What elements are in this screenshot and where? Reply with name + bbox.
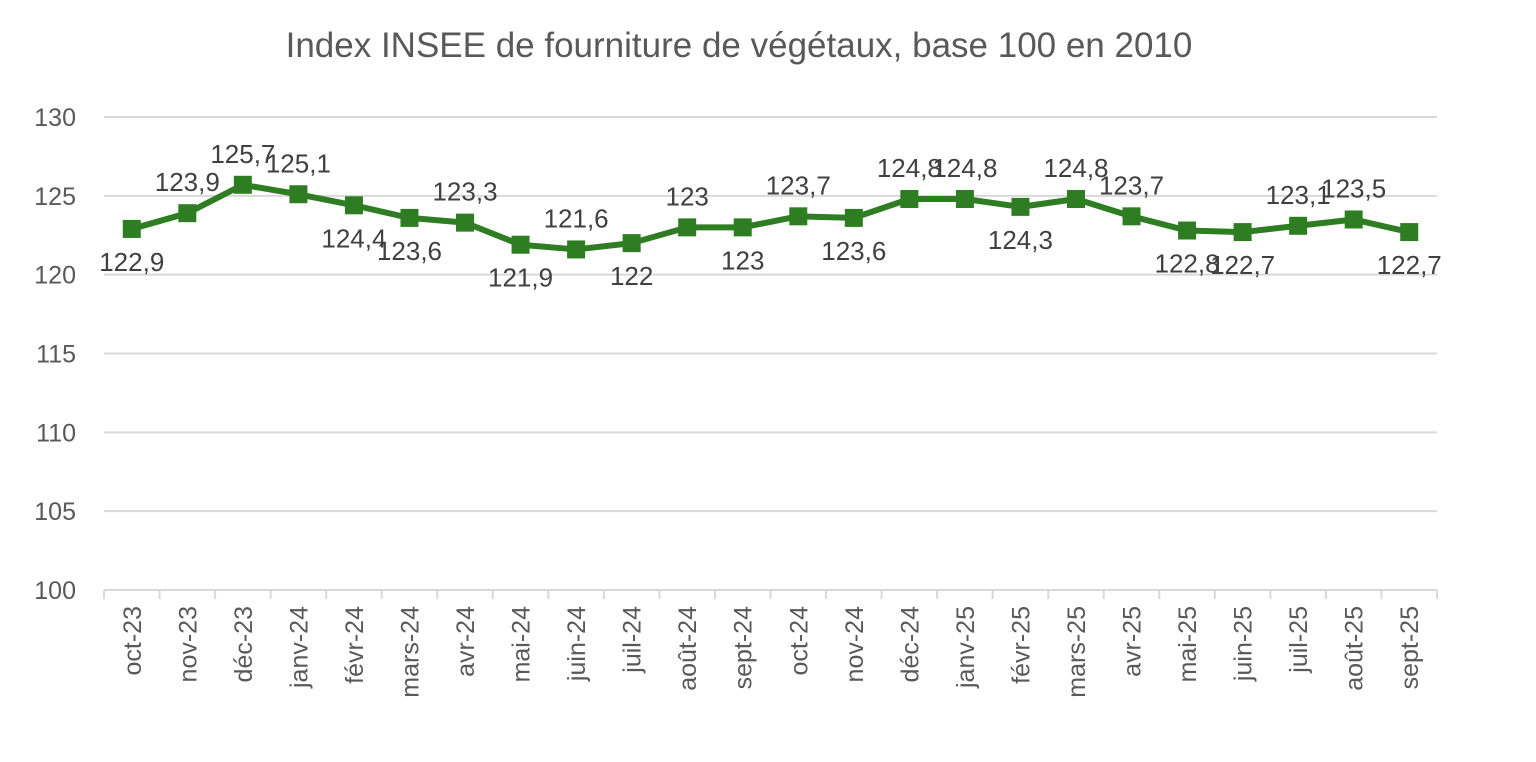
data-point-marker xyxy=(1011,197,1030,216)
data-label: 123 xyxy=(721,245,764,275)
x-tick-label: janv-25 xyxy=(952,606,980,689)
data-point-marker xyxy=(511,235,530,254)
data-labels: 122,9123,9125,7125,1124,4123,6123,3121,9… xyxy=(99,139,1442,293)
x-tick-label: juil-25 xyxy=(1285,606,1313,674)
data-label: 123 xyxy=(665,181,708,211)
data-label: 123,6 xyxy=(821,236,886,266)
x-tick-label: juin-24 xyxy=(563,606,591,682)
data-point-marker xyxy=(400,208,419,227)
data-point-marker xyxy=(456,213,475,232)
data-label: 122,8 xyxy=(1155,249,1220,279)
data-point-marker xyxy=(678,218,697,237)
data-point-marker xyxy=(178,204,197,223)
data-point-marker xyxy=(844,208,863,227)
data-point-marker xyxy=(122,219,141,238)
data-label: 123,7 xyxy=(1099,170,1164,200)
x-tick-label: mars-24 xyxy=(396,606,424,698)
data-point-marker xyxy=(1066,189,1085,208)
data-point-marker xyxy=(344,196,363,215)
x-tick-label: févr-24 xyxy=(341,606,369,684)
data-label: 122,7 xyxy=(1377,250,1442,280)
data-point-marker xyxy=(1289,216,1308,235)
data-label: 123,5 xyxy=(1321,173,1386,203)
series-line xyxy=(130,181,1410,253)
x-tick-label: août-24 xyxy=(674,606,702,691)
x-tick-label: mai-25 xyxy=(1174,606,1202,682)
x-tick-label: avr-25 xyxy=(1119,606,1147,677)
y-tick-label: 100 xyxy=(34,577,76,605)
x-tick-label: mai-24 xyxy=(508,606,536,683)
x-tick-label: oct-23 xyxy=(119,606,147,675)
data-label: 121,6 xyxy=(544,203,609,233)
y-tick-label: 130 xyxy=(34,104,76,132)
data-label: 122,7 xyxy=(1210,250,1275,280)
data-point-marker xyxy=(900,189,919,208)
x-tick-label: juil-24 xyxy=(619,606,647,674)
data-label: 124,3 xyxy=(988,225,1053,255)
x-axis: oct-23 nov-23 déc-23 janv-24 févr-24 mars-24 a… xyxy=(103,589,1438,698)
x-tick-label: déc-24 xyxy=(896,606,924,683)
data-label: 125,7 xyxy=(210,139,275,169)
series-polyline xyxy=(130,181,1410,253)
data-point-marker xyxy=(1233,223,1252,242)
x-tick-label: déc-23 xyxy=(230,606,258,682)
x-tick-label: nov-24 xyxy=(841,606,869,683)
data-label: 123,1 xyxy=(1266,180,1331,210)
data-label: 125,1 xyxy=(266,148,331,178)
data-point-marker xyxy=(289,185,308,204)
x-tick-label: févr-25 xyxy=(1007,606,1035,684)
y-tick-label: 115 xyxy=(36,341,76,369)
x-tick-label: avr-24 xyxy=(452,606,480,677)
data-point-marker xyxy=(1122,207,1141,226)
y-tick-label: 105 xyxy=(34,498,76,526)
data-label: 122 xyxy=(610,261,653,291)
data-point-marker xyxy=(622,234,641,253)
data-label: 121,9 xyxy=(488,263,553,293)
series-markers xyxy=(122,175,1419,259)
data-point-marker xyxy=(789,207,808,226)
data-label: 123,9 xyxy=(155,167,220,197)
x-tick-label: juin-25 xyxy=(1230,606,1258,682)
x-tick-label: janv-24 xyxy=(285,606,313,689)
y-tick-label: 110 xyxy=(36,419,76,447)
x-tick-label: août-25 xyxy=(1341,606,1369,691)
data-point-marker xyxy=(1400,223,1419,242)
x-tick-label: oct-24 xyxy=(785,606,813,676)
chart-title: Index INSEE de fourniture de végétaux, b… xyxy=(285,26,1193,65)
data-point-marker xyxy=(1178,221,1197,240)
data-label: 124,8 xyxy=(932,153,997,183)
y-tick-label: 120 xyxy=(34,262,76,290)
x-tick-label: sept-25 xyxy=(1396,606,1424,689)
data-point-marker xyxy=(1344,210,1363,229)
data-point-marker xyxy=(955,189,974,208)
x-tick-label: mars-25 xyxy=(1063,606,1091,698)
data-point-marker xyxy=(567,240,586,259)
x-tick-label: nov-23 xyxy=(174,606,202,682)
data-label: 124,8 xyxy=(877,153,942,183)
data-label: 124,4 xyxy=(321,223,386,253)
data-label: 122,9 xyxy=(99,247,164,277)
data-label: 124,8 xyxy=(1043,153,1108,183)
data-label: 123,6 xyxy=(377,236,442,266)
data-label: 123,3 xyxy=(432,177,497,207)
y-tick-label: 125 xyxy=(34,183,76,211)
gridlines: 130 125 120 115 110 105 100 xyxy=(34,104,1437,605)
data-label: 123,7 xyxy=(766,170,831,200)
data-point-marker xyxy=(733,218,752,237)
data-point-marker xyxy=(233,175,252,194)
x-tick-label: sept-24 xyxy=(730,606,758,689)
